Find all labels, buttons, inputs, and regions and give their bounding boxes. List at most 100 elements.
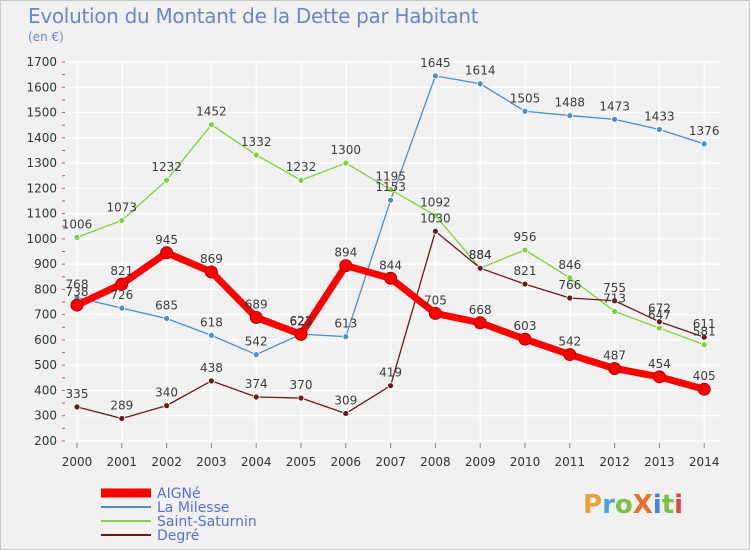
data-label-0: 487 [603, 348, 626, 362]
data-label-2: 581 [693, 325, 716, 339]
y-tick-label: 700 [34, 308, 57, 322]
series-point-3 [163, 402, 171, 410]
data-label-0: 603 [514, 319, 537, 333]
series-point-2 [73, 233, 81, 241]
y-tick-label: 200 [34, 434, 57, 448]
y-tick-label: 800 [34, 282, 57, 296]
series-point-0 [563, 348, 577, 362]
data-label-1: 623 [290, 314, 313, 328]
data-label-2: 1300 [331, 143, 362, 157]
data-label-1: 1376 [689, 124, 720, 138]
x-tick-label: 2009 [465, 455, 496, 469]
data-label-3: 438 [200, 361, 223, 375]
legend-label-1: La Milesse [157, 500, 230, 516]
series-point-0 [608, 361, 622, 375]
series-point-0 [249, 310, 263, 324]
logo-letter: o [614, 490, 633, 520]
data-label-2: 1195 [375, 170, 406, 184]
y-tick-label: 1400 [26, 131, 57, 145]
y-tick-label: 1300 [26, 156, 57, 170]
series-point-1 [700, 140, 708, 148]
x-tick-label: 2010 [510, 455, 541, 469]
series-point-2 [521, 246, 529, 254]
x-tick-label: 2007 [375, 455, 406, 469]
data-label-3: 289 [110, 399, 133, 413]
series-point-0 [70, 298, 84, 312]
series-point-0 [115, 277, 129, 291]
series-point-2 [656, 324, 663, 332]
series-point-2 [700, 341, 708, 349]
series-point-2 [387, 186, 395, 193]
data-label-0: 668 [469, 303, 492, 317]
y-tick-label: 600 [34, 333, 57, 347]
series-point-3 [700, 333, 708, 341]
x-tick-label: 2012 [599, 455, 630, 469]
data-label-1: 1645 [420, 56, 451, 70]
data-label-2: 713 [603, 291, 626, 305]
y-tick-label: 1500 [26, 106, 57, 120]
series-point-1 [163, 315, 171, 322]
x-tick-label: 2003 [196, 455, 227, 469]
series-point-2 [611, 307, 618, 315]
series-point-3 [297, 394, 305, 402]
series-point-1 [611, 115, 618, 123]
data-label-1: 726 [110, 288, 133, 302]
series-point-2 [431, 212, 439, 220]
legend-label-2: Saint-Saturnin [157, 514, 257, 530]
logo-letter: r [602, 490, 615, 520]
series-point-1 [252, 351, 260, 358]
logo-letter: t [661, 490, 675, 520]
y-tick-label: 1000 [26, 232, 57, 246]
data-label-0: 869 [200, 252, 223, 266]
data-label-1: 1433 [644, 109, 675, 123]
data-label-1: 1473 [599, 99, 630, 113]
logo-letter: X [632, 490, 653, 520]
data-label-3: 419 [379, 366, 402, 380]
y-tick-label: 1100 [26, 207, 57, 221]
data-label-3: 370 [290, 378, 313, 392]
data-label-1: 618 [200, 315, 223, 329]
series-point-3 [431, 227, 439, 235]
data-label-0: 454 [648, 357, 671, 371]
series-point-1 [656, 126, 663, 133]
series-point-3 [118, 415, 126, 422]
logo-letter: P [583, 490, 603, 520]
data-label-0: 689 [245, 297, 268, 311]
series-point-3 [521, 280, 529, 288]
legend-label-3: Degré [157, 528, 199, 544]
y-tick-label: 500 [34, 358, 57, 372]
y-tick-label: 400 [34, 383, 57, 397]
x-tick-label: 2000 [62, 455, 93, 469]
series-point-3 [207, 377, 215, 385]
series-point-0 [428, 306, 442, 320]
x-tick-label: 2001 [107, 455, 138, 469]
series-point-1 [521, 107, 529, 115]
series-point-1 [207, 331, 215, 339]
data-label-2: 1092 [420, 196, 451, 210]
x-tick-label: 2006 [331, 455, 362, 469]
series-point-2 [252, 151, 260, 159]
data-label-3: 755 [603, 281, 626, 295]
data-label-0: 945 [155, 233, 178, 247]
data-label-2: 647 [648, 308, 671, 322]
series-point-3 [611, 297, 618, 305]
data-label-3: 374 [245, 377, 268, 391]
data-label-2: 1452 [196, 105, 227, 119]
x-tick-label: 2008 [420, 455, 451, 469]
y-tick-label: 300 [34, 409, 57, 423]
series-point-0 [473, 316, 487, 330]
data-label-1: 1505 [510, 91, 541, 105]
x-tick-label: 2014 [689, 455, 720, 469]
data-label-1: 685 [155, 298, 178, 312]
series-point-3 [476, 264, 484, 272]
series-point-3 [342, 410, 350, 417]
data-label-0: 622 [290, 314, 313, 328]
series-point-0 [518, 332, 532, 346]
series-point-2 [163, 176, 171, 184]
logo-letter: i [674, 490, 684, 520]
data-label-1: 613 [334, 317, 357, 331]
y-tick-label: 900 [34, 257, 57, 271]
x-tick-label: 2004 [241, 455, 272, 469]
